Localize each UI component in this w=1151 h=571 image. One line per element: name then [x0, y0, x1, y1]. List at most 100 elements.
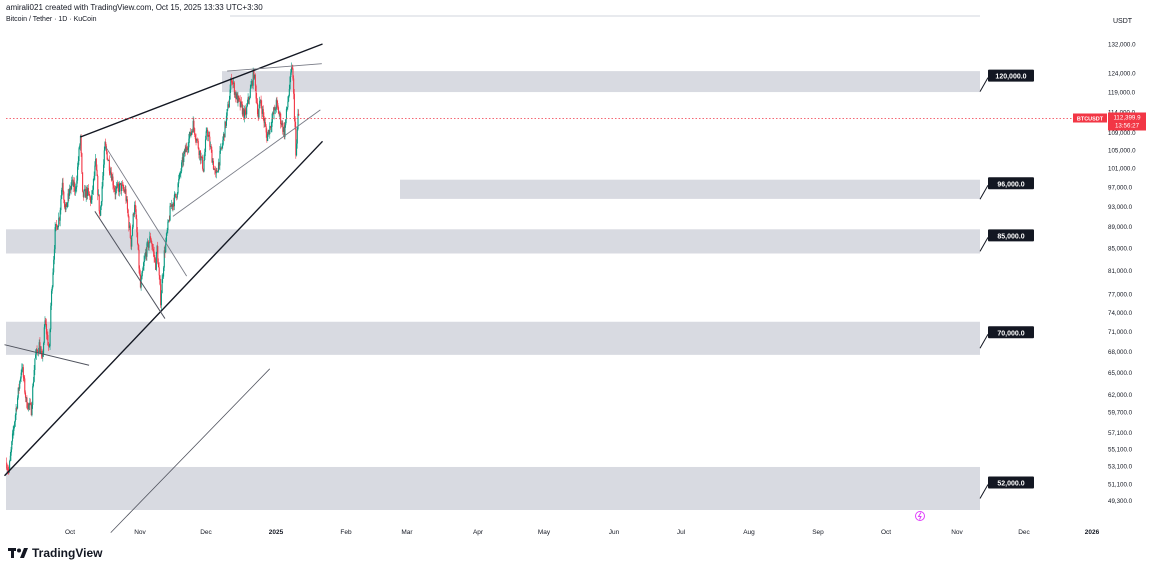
support-resistance-zone	[400, 179, 980, 199]
candle-body	[163, 267, 165, 277]
candle-body	[133, 213, 135, 215]
candle-body	[65, 202, 67, 210]
y-tick-label: 105,000.0	[1108, 148, 1136, 155]
candle-body	[161, 278, 163, 294]
candle-body	[113, 185, 115, 188]
candle-body	[176, 196, 178, 198]
candle-body	[196, 139, 199, 141]
candle-body	[256, 98, 258, 103]
candle-body	[145, 251, 147, 257]
candle-body	[181, 162, 183, 172]
y-tick-label: 132,000.0	[1108, 42, 1136, 49]
candle-body	[202, 156, 204, 169]
candle-body	[170, 204, 173, 207]
candle-body	[63, 199, 66, 208]
candle-body	[79, 135, 81, 146]
candle-body	[245, 111, 247, 115]
candle-body	[146, 243, 148, 257]
candle-body	[128, 216, 130, 228]
candle-body	[66, 202, 68, 207]
candle-body	[72, 179, 74, 187]
candle-body	[252, 70, 254, 86]
candle-body	[35, 349, 37, 355]
candle-body	[45, 320, 47, 325]
candle-body	[183, 154, 185, 163]
candle-body	[25, 397, 27, 399]
candle-body	[165, 233, 168, 242]
candle-body	[190, 132, 192, 136]
x-tick-label: Sep	[812, 529, 824, 536]
candle-body	[149, 236, 151, 243]
candle-body	[87, 187, 89, 192]
lightning-icon	[917, 512, 922, 520]
candle-body	[103, 164, 105, 176]
candle-body	[283, 127, 285, 132]
candle-body	[175, 193, 177, 197]
candle-body	[207, 129, 209, 137]
candle-body	[19, 378, 22, 382]
candle-body	[221, 145, 223, 148]
candle-body	[189, 131, 191, 136]
candle-body	[172, 202, 174, 207]
candle-body	[276, 99, 278, 104]
candle-body	[144, 251, 147, 257]
tradingview-brand[interactable]: TradingView	[8, 546, 102, 560]
candle-body	[177, 183, 179, 194]
candle-body	[58, 217, 60, 227]
candle-body	[17, 397, 19, 409]
candle-body	[106, 151, 108, 160]
candle-body	[80, 135, 82, 154]
candle-body	[171, 204, 173, 207]
candle-body	[76, 180, 78, 188]
x-tick-label: Jun	[609, 529, 620, 536]
candle-body	[126, 199, 128, 210]
candle-body	[272, 112, 274, 114]
y-tick-label: 55,100.0	[1108, 446, 1133, 453]
candle-body	[293, 78, 295, 94]
candle-body	[253, 70, 255, 79]
candle-body	[82, 172, 84, 192]
x-tick-label: Nov	[951, 529, 963, 536]
candle-body	[101, 186, 103, 202]
y-tick-label: 51,100.0	[1108, 481, 1133, 488]
candle-body	[152, 248, 154, 252]
candle-body	[202, 168, 204, 172]
candle-body	[108, 160, 110, 162]
candle-body	[37, 350, 39, 353]
candle-body	[170, 205, 172, 207]
candle-body	[246, 102, 248, 107]
candle-body	[167, 221, 169, 231]
y-tick-label: 81,000.0	[1108, 268, 1133, 275]
trendline	[172, 109, 321, 217]
candle-body	[292, 68, 294, 79]
candle-body	[225, 121, 227, 126]
trendline	[4, 344, 90, 366]
candle-body	[289, 76, 291, 89]
candle-body	[156, 246, 158, 253]
y-tick-label: 59,700.0	[1108, 409, 1133, 416]
zone-label: 70,000.0	[997, 330, 1024, 337]
candle-body	[205, 131, 207, 140]
candle-body	[215, 169, 217, 174]
candle-body	[251, 81, 254, 86]
candle-body	[285, 108, 287, 120]
candle-body	[116, 184, 118, 187]
y-tick-label: 119,000.0	[1108, 90, 1136, 97]
trendline	[104, 145, 188, 277]
y-tick-label: 71,000.0	[1108, 329, 1133, 336]
x-tick-label: May	[538, 529, 551, 536]
candle-body	[97, 175, 99, 195]
candle-body	[16, 408, 18, 410]
candle-body	[181, 157, 183, 163]
candle-body	[85, 188, 87, 198]
candle-body	[130, 237, 132, 247]
candle-body	[278, 113, 280, 115]
zone-label-box	[988, 326, 1034, 339]
candle-body	[70, 185, 72, 191]
candle-body	[166, 230, 168, 234]
candle-body	[84, 188, 87, 198]
candle-body	[251, 81, 253, 86]
candle-body	[239, 99, 241, 107]
candle-body	[123, 189, 126, 193]
